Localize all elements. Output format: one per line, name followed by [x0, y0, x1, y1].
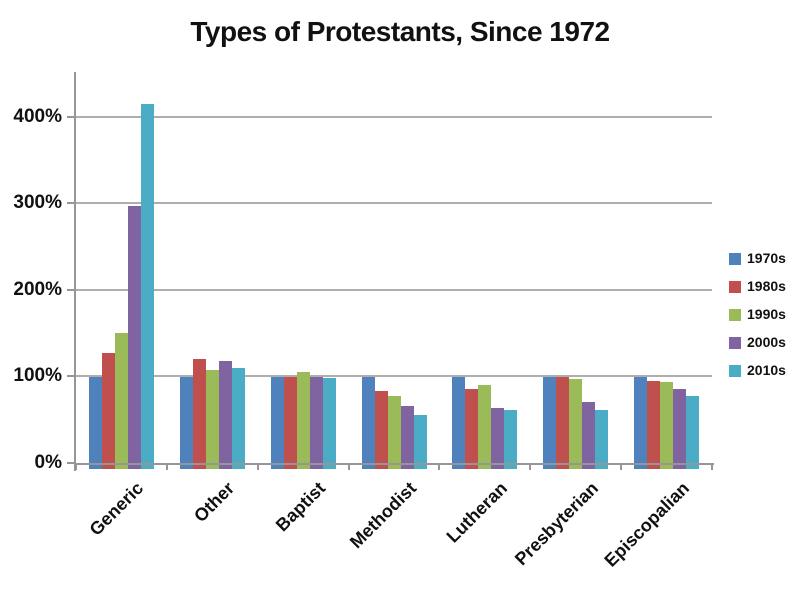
- legend-item-1990s: 1990s: [729, 306, 786, 322]
- bar-2010s-episcopalian: [686, 395, 700, 469]
- gridline-100: [76, 375, 712, 378]
- bar-2000s-methodist: [400, 405, 414, 469]
- legend-item-1980s: 1980s: [729, 278, 786, 294]
- legend-item-2000s: 2000s: [729, 334, 786, 350]
- bar-1970s-lutheran: [452, 376, 466, 469]
- legend-label-2000s: 2000s: [747, 334, 786, 350]
- legend-label-1990s: 1990s: [747, 306, 786, 322]
- legend-label-1970s: 1970s: [747, 250, 786, 266]
- bar-1980s-other: [192, 359, 206, 469]
- x-axis-tick: [620, 463, 623, 470]
- y-axis-tick-300: [67, 202, 74, 205]
- bar-2000s-episcopalian: [673, 388, 687, 469]
- bar-group-other: [167, 72, 258, 469]
- bar-1990s-baptist: [296, 372, 310, 469]
- bar-2010s-other: [231, 367, 245, 469]
- bar-1980s-lutheran: [465, 388, 479, 469]
- x-axis-tick: [347, 463, 350, 470]
- bar-1980s-methodist: [374, 391, 388, 469]
- bar-group-lutheran: [439, 72, 530, 469]
- bar-1980s-generic: [101, 353, 115, 469]
- bar-2010s-generic: [140, 104, 154, 469]
- x-axis-tick: [529, 463, 532, 470]
- bar-1980s-presbyterian: [556, 377, 570, 469]
- legend-item-2010s: 2010s: [729, 362, 786, 378]
- gridline-400: [76, 115, 712, 118]
- bar-1990s-other: [205, 369, 219, 469]
- chart-title: Types of Protestants, Since 1972: [190, 16, 610, 47]
- bar-2000s-baptist: [309, 377, 323, 469]
- y-axis-line: [74, 72, 76, 471]
- bar-1970s-episcopalian: [634, 376, 648, 469]
- bar-group-generic: [76, 72, 167, 469]
- y-axis-label-100: 100%: [13, 365, 62, 387]
- legend-swatch-1980s: [729, 280, 741, 293]
- bar-2000s-generic: [127, 206, 141, 469]
- bar-1990s-methodist: [387, 395, 401, 469]
- legend-swatch-2000s: [729, 336, 741, 349]
- bar-1970s-methodist: [361, 376, 375, 469]
- y-axis-tick-200: [67, 288, 74, 291]
- plot-area: [74, 72, 714, 471]
- legend-swatch-2010s: [729, 364, 741, 377]
- bar-group-methodist: [349, 72, 440, 469]
- y-axis-label-400: 400%: [13, 105, 62, 127]
- bar-1980s-episcopalian: [647, 380, 661, 469]
- y-axis-label-200: 200%: [13, 278, 62, 300]
- bar-group-baptist: [258, 72, 349, 469]
- bar-1970s-baptist: [270, 376, 284, 469]
- gridline-200: [76, 288, 712, 291]
- x-axis-tick: [165, 463, 168, 470]
- bar-1980s-baptist: [283, 376, 297, 469]
- bar-2000s-presbyterian: [582, 402, 596, 469]
- bars-row: [76, 72, 712, 469]
- legend-item-1970s: 1970s: [729, 250, 786, 266]
- legend-label-1980s: 1980s: [747, 278, 786, 294]
- bar-1970s-generic: [88, 376, 102, 469]
- bar-1970s-presbyterian: [543, 376, 557, 469]
- bar-group-episcopalian: [621, 72, 712, 469]
- bar-2010s-methodist: [413, 415, 427, 469]
- y-axis-label-0: 0%: [34, 452, 62, 473]
- bar-1990s-generic: [114, 333, 128, 469]
- bar-2010s-lutheran: [504, 410, 518, 469]
- bar-group-presbyterian: [530, 72, 621, 469]
- legend-swatch-1970s: [729, 252, 741, 265]
- x-axis-tick: [438, 463, 441, 470]
- bar-1990s-presbyterian: [569, 379, 583, 469]
- bar-1970s-other: [179, 376, 193, 469]
- x-axis-tick: [256, 463, 259, 470]
- x-axis-tick: [75, 463, 77, 470]
- bar-2000s-other: [218, 360, 232, 469]
- x-axis-tick: [711, 463, 713, 470]
- legend: 1970s 1980s 1990s 2000s 2010s: [729, 250, 786, 378]
- y-axis-tick-100: [67, 375, 74, 378]
- y-axis-label-300: 300%: [13, 192, 62, 214]
- bar-1990s-episcopalian: [660, 381, 674, 469]
- legend-swatch-1990s: [729, 308, 741, 321]
- y-axis-tick-0: [67, 462, 74, 464]
- bar-1990s-lutheran: [478, 385, 492, 469]
- bar-2010s-baptist: [322, 378, 336, 469]
- legend-label-2010s: 2010s: [747, 362, 786, 378]
- y-axis-tick-400: [67, 115, 74, 118]
- bar-2000s-lutheran: [491, 407, 505, 469]
- x-axis-line: [74, 463, 714, 465]
- bar-2010s-presbyterian: [595, 410, 609, 469]
- gridline-300: [76, 202, 712, 205]
